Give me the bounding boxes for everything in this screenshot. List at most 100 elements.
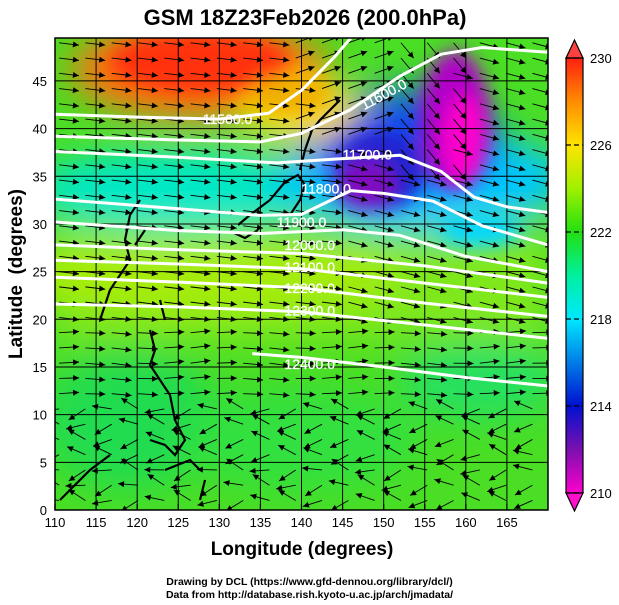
streamline-arrow [65, 424, 73, 431]
streamline-arrow [224, 416, 231, 423]
streamline-arrow [460, 97, 467, 104]
streamline-arrow [118, 417, 126, 424]
streamline-arrow [173, 489, 181, 496]
streamline-arrow [144, 408, 152, 415]
streamline-arrow [407, 127, 414, 135]
contour-label: 12100.0 [284, 259, 335, 275]
streamline-arrow [72, 224, 79, 231]
streamline-arrow [309, 300, 316, 307]
streamline-arrow [256, 41, 264, 48]
streamline-arrow [120, 443, 128, 450]
streamline-arrow [98, 56, 106, 63]
streamline-arrow [151, 239, 158, 246]
streamline-arrow [68, 475, 76, 481]
streamline-arrow [177, 358, 185, 365]
streamline-arrow [118, 481, 125, 488]
y-tick-label: 0 [40, 503, 47, 518]
streamline-arrow [223, 480, 230, 487]
streamline-arrow [151, 41, 158, 48]
streamline-arrow [72, 359, 80, 366]
streamline-arrow [204, 87, 211, 94]
streamline-arrow [256, 316, 264, 323]
contour-line [55, 220, 548, 274]
streamline-arrow [309, 360, 316, 367]
streamline-segment [55, 421, 60, 425]
streamline-arrow [197, 500, 204, 507]
streamline-arrow [278, 490, 286, 496]
x-tick-label: 160 [455, 515, 477, 530]
streamline-arrow [492, 180, 500, 187]
streamline-arrow [414, 346, 421, 353]
streamline-arrow [433, 66, 441, 74]
streamline-arrow [386, 65, 394, 72]
streamline-arrow [381, 485, 389, 492]
streamline-arrow [230, 148, 237, 155]
streamline-arrow [230, 359, 237, 366]
streamline-arrow [439, 226, 447, 233]
streamline-arrow [279, 475, 286, 481]
streamline-arrow [440, 391, 448, 398]
streamline-arrow [440, 361, 448, 368]
colorbar: 210 214 218 222 226 230 [565, 38, 612, 513]
streamline-arrow [488, 427, 495, 434]
streamline-arrow [177, 194, 185, 200]
colorbar-tick-label: 230 [590, 51, 612, 66]
streamline-arrow [492, 150, 500, 157]
x-tick-label: 125 [167, 515, 189, 530]
wind-streamlines [42, 38, 548, 510]
streamline-arrow [125, 148, 132, 155]
streamline-arrow [177, 71, 185, 78]
streamline-arrow [433, 127, 441, 135]
streamline-arrow [230, 300, 237, 307]
streamline-arrow [204, 148, 211, 155]
streamline-arrow [230, 270, 237, 277]
credit-data: Data from http://database.rish.kyoto-u.a… [165, 589, 454, 601]
streamline-arrow [230, 71, 237, 78]
streamline-arrow [204, 56, 211, 63]
streamline-segment [532, 392, 548, 395]
streamline-arrow [518, 104, 526, 111]
streamline-arrow [386, 126, 394, 133]
streamline-arrow [198, 446, 206, 452]
contour-label: 11800.0 [301, 181, 351, 197]
streamline-arrow [407, 112, 414, 120]
streamline-arrow [309, 330, 316, 337]
streamline-arrow [487, 431, 494, 438]
streamline-arrow [282, 270, 290, 277]
streamline-arrow [492, 58, 500, 65]
contour-line [55, 38, 352, 121]
streamline-arrow [230, 87, 237, 94]
streamline-arrow [277, 426, 284, 432]
streamline-arrow [226, 505, 233, 510]
streamline-arrow [305, 490, 312, 496]
streamline-arrow [72, 344, 80, 351]
streamline-arrow [72, 117, 79, 124]
streamline-arrow [466, 150, 473, 157]
streamline-arrow [42, 474, 49, 480]
streamline-arrow [518, 150, 526, 157]
streamline-arrow [98, 87, 106, 94]
streamline-arrow [125, 117, 132, 124]
streamline-arrow [125, 346, 132, 353]
streamline-segment [532, 42, 548, 48]
streamline-arrow [177, 209, 185, 216]
streamline-segment [321, 38, 338, 44]
streamline-arrow [335, 148, 342, 155]
streamline-arrow [439, 196, 447, 202]
streamline-arrow [256, 345, 264, 352]
streamline-arrow [256, 117, 264, 124]
streamline-arrow [256, 239, 264, 246]
streamline-arrow [466, 74, 473, 80]
y-tick-label: 5 [40, 455, 47, 470]
streamline-arrow [467, 345, 474, 352]
streamline-arrow [407, 82, 414, 89]
streamline-arrow [204, 239, 211, 246]
streamline-arrow [383, 413, 391, 419]
streamline-arrow [99, 376, 106, 383]
colorbar-tick-label: 214 [590, 399, 612, 414]
streamline-arrow [382, 427, 390, 433]
streamline-arrow [334, 96, 341, 103]
streamline-arrow [278, 413, 286, 420]
streamline-arrow [173, 475, 181, 482]
x-tick-label: 155 [414, 515, 436, 530]
